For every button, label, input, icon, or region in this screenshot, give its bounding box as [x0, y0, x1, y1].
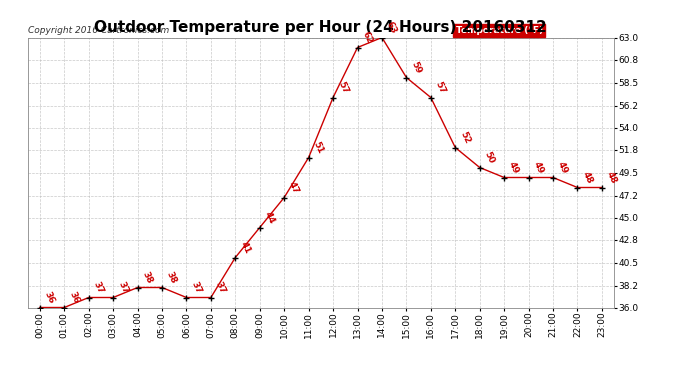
- Text: 49: 49: [531, 160, 545, 176]
- Text: 37: 37: [189, 280, 203, 296]
- Text: 57: 57: [336, 80, 350, 96]
- Text: 50: 50: [482, 150, 496, 165]
- Text: 63: 63: [385, 20, 398, 36]
- Text: 37: 37: [116, 280, 130, 296]
- Text: 36: 36: [67, 290, 81, 306]
- Text: 59: 59: [409, 60, 423, 75]
- Text: 38: 38: [141, 270, 154, 285]
- Text: 37: 37: [92, 280, 105, 296]
- Text: Copyright 2016 Cartronics.com: Copyright 2016 Cartronics.com: [28, 26, 169, 35]
- Text: 48: 48: [605, 170, 618, 186]
- Title: Outdoor Temperature per Hour (24 Hours) 20160312: Outdoor Temperature per Hour (24 Hours) …: [95, 20, 547, 35]
- Text: 57: 57: [434, 80, 447, 96]
- Text: 37: 37: [214, 280, 227, 296]
- Text: 48: 48: [580, 170, 594, 186]
- Text: 36: 36: [43, 290, 56, 306]
- Text: 49: 49: [556, 160, 569, 176]
- Text: 51: 51: [312, 140, 325, 156]
- Text: 49: 49: [507, 160, 521, 176]
- Text: 52: 52: [458, 130, 472, 146]
- Text: 62: 62: [360, 30, 374, 45]
- Text: 38: 38: [165, 270, 179, 285]
- Text: 44: 44: [263, 210, 276, 225]
- Text: Temperature (°F): Temperature (°F): [455, 26, 543, 35]
- Text: 41: 41: [238, 240, 252, 255]
- Text: 47: 47: [287, 180, 301, 195]
